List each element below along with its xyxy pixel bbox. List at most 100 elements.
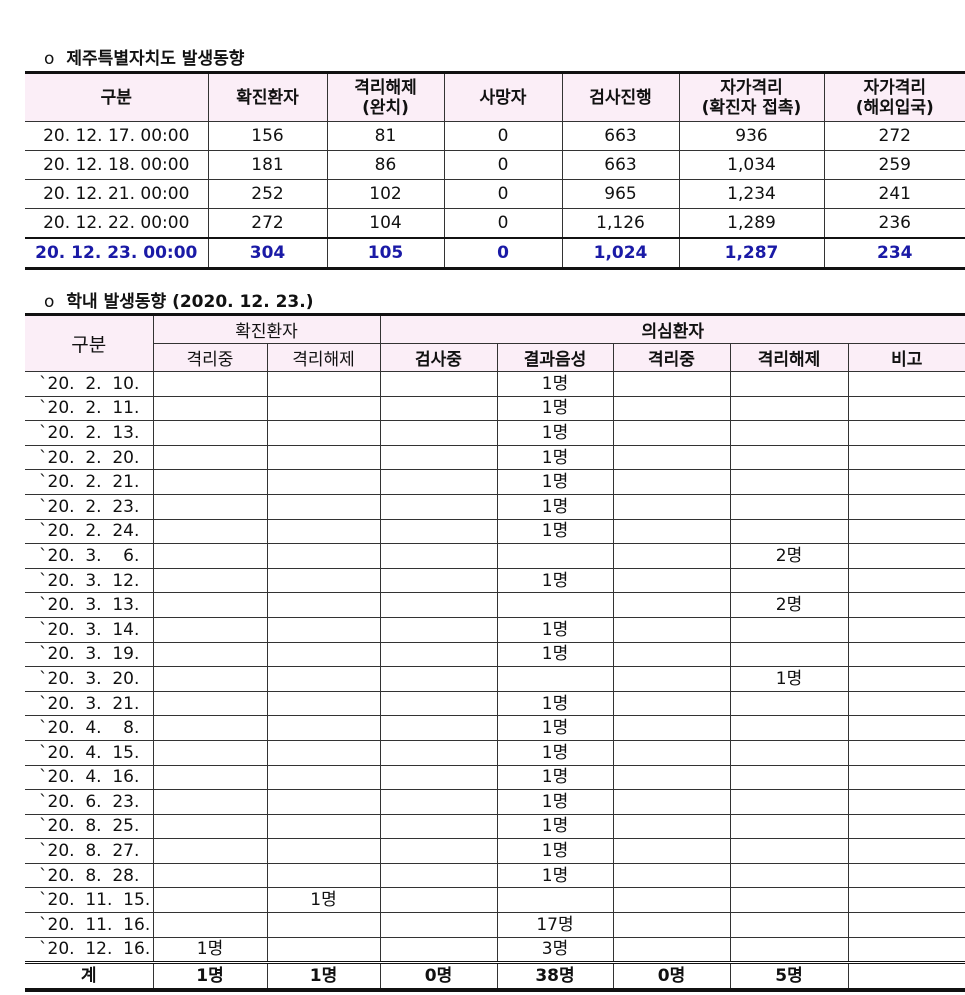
table-cell [379,518,498,545]
table-cell: 3명 [496,936,614,964]
table-row: 20. 12. 18. 00:00 181 86 0 663 1,034 259 [25,150,965,180]
table-header-row: 구분 확진환자 의심환자 [25,314,965,372]
table-cell [729,912,849,938]
table-cell [612,543,731,569]
header-cell: 격리해제 (완치) [326,72,445,122]
table-cell [266,666,381,692]
subheader-cell: 비고 [847,343,965,372]
table-cell [152,592,268,618]
table-cell [612,371,731,397]
table-cell [266,444,381,471]
table-cell [379,813,498,840]
table-cell [847,641,965,668]
table-cell: 1명 [152,936,268,964]
table-cell: 965 [561,179,680,209]
table-cell: 81 [326,121,445,151]
header-confirmed: 확진환자 [152,314,381,344]
table-row: 20. 12. 23. 00:00 304 105 0 1,024 1,287 234 [25,237,965,269]
date-cell: `20. 2. 21. [25,469,154,495]
table-cell [152,739,268,766]
table-cell [379,469,498,495]
table-cell [612,813,731,840]
table-cell [729,764,849,791]
subheader-cell: 검사중 [379,343,498,372]
table-cell [152,789,268,815]
table-cell: 663 [561,121,680,151]
table-row: `20. 8. 27. 1명 [25,838,965,864]
table-cell [152,444,268,471]
table-cell: 259 [823,150,965,180]
table-cell: 17명 [496,912,614,938]
table-cell [266,813,381,840]
table-cell: 1,287 [678,237,825,269]
bullet: o [44,49,55,69]
table-cell: 86 [326,150,445,180]
table-cell [379,715,498,741]
table-cell: 1명 [496,444,614,471]
table-cell [847,518,965,545]
date-cell: `20. 2. 13. [25,420,154,446]
subheader-cell: 격리해제 [266,343,381,372]
date-cell: `20. 6. 23. [25,789,154,815]
table-cell [729,567,849,594]
table-cell: 1명 [496,518,614,545]
table-cell [266,690,381,717]
table-cell: 1명 [496,862,614,889]
table-cell [379,838,498,864]
date-cell: `20. 2. 23. [25,493,154,520]
date-cell: `20. 8. 27. [25,838,154,864]
table-cell [612,493,731,520]
table-cell [847,887,965,914]
table-cell [612,862,731,889]
table-row: `20. 2. 21. 1명 [25,469,965,495]
table-cell: 1명 [496,616,614,643]
table-row: `20. 2. 20. 1명 [25,444,965,471]
table-cell [379,739,498,766]
total-cell: 1명 [266,961,381,991]
table-cell [847,444,965,471]
table-cell: 156 [207,121,328,151]
date-cell: `20. 8. 25. [25,813,154,840]
table-cell [612,690,731,717]
table-cell: 1명 [496,813,614,840]
table-cell [612,567,731,594]
table-cell: 105 [326,237,445,269]
table-cell [379,493,498,520]
table-cell [266,616,381,643]
date-cell: `20. 11. 16. [25,912,154,938]
table-row: `20. 3. 19. 1명 [25,641,965,668]
table-cell [266,641,381,668]
table-subheader-row: 격리중 격리해제 검사중 결과음성 격리중 격리해제 비고 [25,343,965,372]
table-row: `20. 2. 11. 1명 [25,395,965,422]
table-cell: 1명 [496,493,614,520]
table-cell [379,789,498,815]
table-cell: 1,289 [678,208,825,239]
table-cell: 1명 [496,371,614,397]
table-cell [266,592,381,618]
table-cell: 272 [207,208,328,239]
table-cell [729,420,849,446]
date-cell: `20. 4. 16. [25,764,154,791]
table-cell: 1,024 [561,237,680,269]
section-title-campus: o 학내 발생동향 (2020. 12. 23.) [44,287,313,312]
table-cell [266,567,381,594]
table-cell [266,518,381,545]
table-cell [496,887,614,914]
table-cell [612,887,731,914]
table-cell [612,936,731,964]
header-category: 구분 [25,314,154,372]
table-cell: 236 [823,208,965,239]
table-cell [266,764,381,791]
table-cell [266,371,381,397]
table-cell [847,764,965,791]
table-cell [379,690,498,717]
table-cell: 2명 [729,543,849,569]
table-cell: 272 [823,121,965,151]
table-cell [847,789,965,815]
table-cell [847,690,965,717]
table-cell [612,739,731,766]
table-cell: 1명 [496,469,614,495]
table-row: `20. 12. 16. 1명 3명 [25,936,965,964]
table-row: `20. 3. 21. 1명 [25,690,965,717]
section-title-jeju: o 제주특별자치도 발생동향 [44,44,244,69]
